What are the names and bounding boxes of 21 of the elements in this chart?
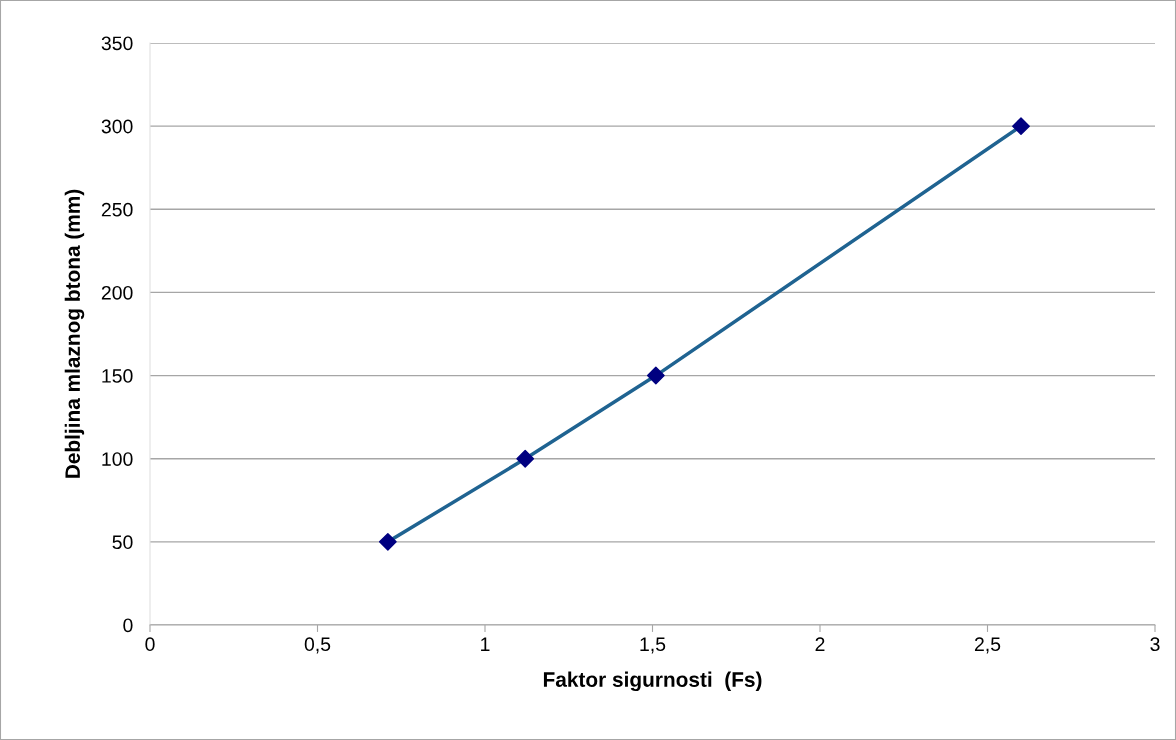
y-tick-label: 100 <box>102 452 133 466</box>
y-tick-label: 150 <box>102 369 133 383</box>
x-tick-label: 0 <box>145 637 155 652</box>
point <box>516 449 535 468</box>
y-tick-label: 0 <box>123 618 133 633</box>
y-tick-label: 300 <box>101 119 133 134</box>
x-tick-label: 1,5 <box>640 637 666 654</box>
point <box>378 532 397 551</box>
x-axis-title: Faktor sigurnosti (Fs) <box>543 671 762 692</box>
x-tick-label: 3 <box>1150 637 1160 652</box>
y-tick-label: 50 <box>112 535 133 550</box>
y-tick-label: 350 <box>101 36 133 51</box>
point <box>646 366 665 385</box>
y-axis-title: Debljina mlaznog btona (mm) <box>64 189 85 478</box>
x-tick-label: 2,5 <box>974 637 1001 654</box>
point <box>1012 117 1030 136</box>
x-tick-label: 0,5 <box>304 637 331 654</box>
y-tick-label: 250 <box>101 202 133 217</box>
y-tick-label: 200 <box>101 285 133 300</box>
x-tick-label: 2 <box>815 637 825 651</box>
x-tick-label: 1 <box>481 637 490 651</box>
